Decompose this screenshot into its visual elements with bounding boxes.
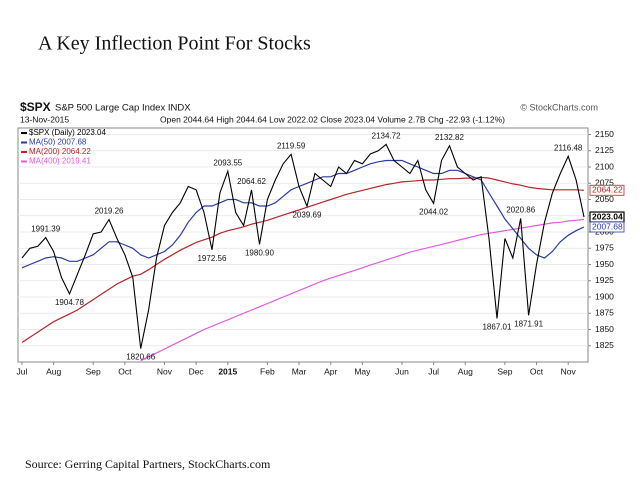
y-tick-label: 2050: [595, 194, 614, 204]
x-tick-label: Sep: [497, 366, 512, 376]
x-tick-label: Nov: [561, 366, 577, 376]
date: 13-Nov-2015: [20, 114, 69, 124]
y-tick-label: 1875: [595, 308, 614, 318]
y-tick-label: 1975: [595, 243, 614, 253]
x-tick-label: Dec: [189, 366, 205, 376]
value-label: 2064.62: [237, 177, 266, 186]
end-value-box: [589, 184, 625, 196]
value-label: 2116.48: [554, 143, 583, 152]
y-tick-label: 1950: [595, 259, 614, 269]
y-tick-label: 2150: [595, 129, 614, 139]
end-value-label: 2064.22: [592, 185, 623, 195]
value-label: 1904.78: [55, 298, 84, 307]
moving-average-line: [140, 218, 585, 362]
value-label: 1980.90: [245, 249, 274, 258]
legend-label: MA(50) 2007.68: [29, 138, 87, 147]
moving-average-line: [21, 176, 585, 344]
end-value-label: 2007.68: [592, 221, 623, 231]
end-value-label: 2023.04: [592, 211, 623, 221]
plot-frame: [17, 127, 589, 363]
y-tick-label: 1900: [595, 291, 614, 301]
value-label: 2039.69: [292, 210, 321, 219]
x-tick-label: Aug: [46, 366, 61, 376]
value-label: 2044.02: [419, 207, 448, 216]
value-label: 1867.01: [482, 323, 511, 332]
x-tick-label: Aug: [458, 366, 473, 376]
value-label: 1991.39: [31, 225, 60, 234]
value-label: 2019.26: [95, 207, 124, 216]
legend-label: MA(400) 2019.41: [29, 157, 91, 166]
x-tick-label: Apr: [324, 366, 337, 376]
value-label: 1871.91: [514, 319, 543, 328]
value-label: 1820.66: [126, 353, 155, 362]
value-label: 2093.55: [213, 158, 242, 167]
chart-subtitle: S&P 500 Large Cap Index INDX: [55, 103, 191, 114]
x-tick-label: Jun: [395, 366, 409, 376]
y-tick-label: 1925: [595, 275, 614, 285]
y-tick-label: 2075: [595, 178, 614, 188]
legend-label: MA(200) 2064.22: [29, 147, 91, 156]
x-tick-label: Nov: [157, 366, 173, 376]
page-title: A Key Inflection Point For Stocks: [38, 33, 311, 55]
moving-average-line: [21, 159, 585, 269]
price-line: [21, 143, 585, 349]
value-label: 2134.72: [372, 132, 401, 141]
credit: © StockCharts.com: [520, 102, 598, 112]
value-label: 2020.86: [506, 206, 535, 215]
value-label: 2132.82: [435, 133, 464, 142]
value-label: 1972.56: [197, 254, 226, 263]
chart-title: $SPX: [20, 100, 51, 114]
quote: Open 2044.64 High 2044.64 Low 2022.02 Cl…: [160, 114, 505, 124]
y-tick-label: 1850: [595, 324, 614, 334]
x-tick-label: Mar: [292, 366, 307, 376]
y-tick-label: 2100: [595, 161, 614, 171]
y-tick-label: 2125: [595, 145, 614, 155]
x-tick-label: Jul: [17, 366, 28, 376]
x-tick-label: 2015: [218, 366, 237, 376]
x-tick-label: Feb: [260, 366, 275, 376]
value-label: 2119.59: [277, 141, 306, 150]
x-tick-label: Jul: [428, 366, 439, 376]
end-value-box: [589, 221, 625, 233]
x-tick-label: May: [354, 366, 371, 376]
legend-label: $SPX (Daily) 2023.04: [29, 128, 106, 137]
x-tick-label: Oct: [530, 366, 544, 376]
x-tick-label: Oct: [118, 366, 132, 376]
y-tick-label: 1825: [595, 340, 614, 350]
x-tick-label: Sep: [86, 366, 101, 376]
source: Source: Gerring Capital Partners, StockC…: [25, 457, 271, 471]
